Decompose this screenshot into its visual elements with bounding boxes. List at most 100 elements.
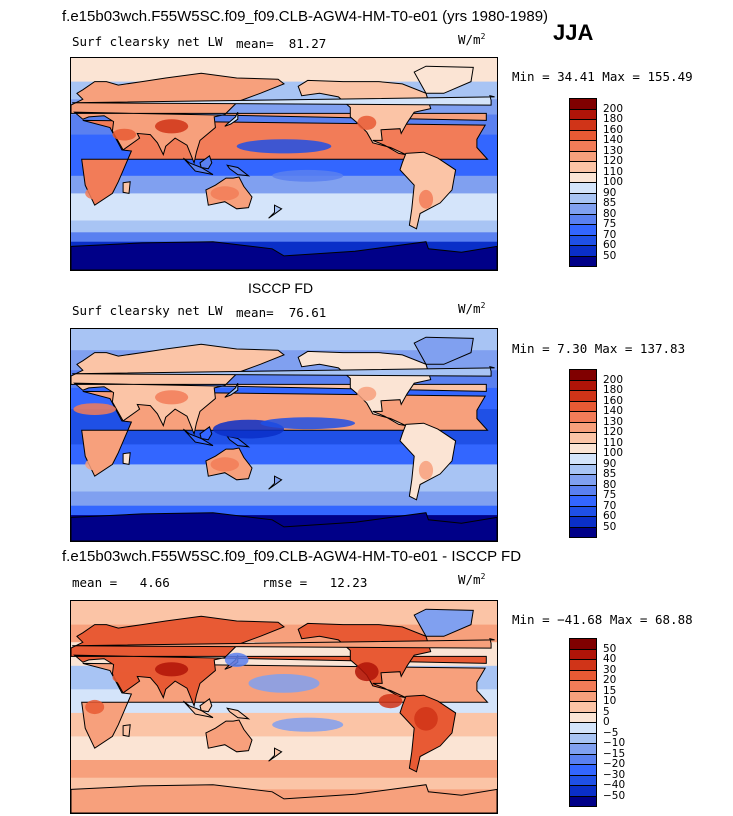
- colorbar-swatch: [569, 171, 597, 183]
- colorbar-tick-label: 90: [603, 186, 617, 199]
- colorbar-tick-label: −20: [603, 758, 626, 770]
- colorbar-tick-label: 15: [603, 684, 617, 697]
- continent-indonesia: [183, 700, 214, 719]
- map-field-blob: [224, 652, 249, 667]
- colorbar-swatch: [569, 495, 597, 507]
- colorbar-tick-label: 100: [603, 176, 624, 188]
- map-svg: [71, 329, 497, 541]
- colorbar-swatch: [569, 764, 597, 776]
- panel2-title: ISCCP FD: [248, 280, 314, 296]
- map-lat-band: [71, 175, 497, 194]
- panel1-variable: Surf clearsky net LW: [72, 34, 223, 49]
- colorbar-tick-label: 60: [603, 239, 617, 251]
- panel2-variable: Surf clearsky net LW: [72, 303, 223, 318]
- map-field-blob: [260, 417, 355, 430]
- continent-indonesia: [183, 428, 214, 447]
- colorbar-swatch: [569, 400, 597, 412]
- continent-madagascar: [122, 724, 131, 737]
- map-difference: [70, 600, 498, 814]
- panel2-units: W/m2: [458, 301, 486, 317]
- map-field-blob: [357, 115, 377, 130]
- colorbar-swatch: [569, 140, 597, 152]
- panel3-units: W/m2: [458, 572, 486, 588]
- map-field-blob: [112, 128, 137, 141]
- panel1-units: W/m2: [458, 32, 486, 48]
- continent-southamerica: [399, 694, 457, 773]
- colorbar-tick-label: −15: [603, 747, 626, 760]
- colorbar-swatch: [569, 108, 597, 120]
- colorbar-tick-label: 110: [603, 436, 624, 449]
- colorbar-tick-label: 180: [603, 113, 624, 125]
- colorbar-tick-label: 200: [603, 102, 624, 115]
- colorbar-tick-label: 200: [603, 373, 624, 386]
- map-field-blob: [418, 460, 434, 480]
- colorbar-tick-label: 50: [603, 520, 617, 533]
- colorbar-tick-label: 20: [603, 674, 617, 686]
- colorbar-swatch: [569, 795, 597, 807]
- colorbar-swatch: [569, 453, 597, 465]
- colorbar-swatch: [569, 774, 597, 786]
- colorbar-swatch: [569, 785, 597, 797]
- colorbar-swatch: [569, 234, 597, 246]
- continent-newguinea: [226, 164, 251, 177]
- colorbar-tick-label: −10: [603, 737, 626, 749]
- map-lat-band: [71, 444, 497, 465]
- map-field-blob: [248, 674, 320, 693]
- colorbar-tick-label: 10: [603, 695, 617, 707]
- colorbar-swatch: [569, 442, 597, 454]
- map-lat-band: [71, 220, 497, 233]
- panel3-title: f.e15b03wch.F55W5SC.f09_f09.CLB-AGW4-HM-…: [62, 548, 522, 565]
- colorbar-tick-label: 80: [603, 207, 617, 220]
- colorbar-tick-label: 70: [603, 499, 617, 512]
- colorbar-difference: −50 −40 −30 −20 −15 −10 −5 0 5 10 15 20 30 40 50: [569, 638, 639, 807]
- colorbar-swatch: [569, 680, 597, 692]
- continent-greenland: [413, 336, 474, 365]
- colorbar-swatch: [569, 421, 597, 433]
- colorbar-tick-label: 110: [603, 165, 624, 178]
- colorbar-swatch: [569, 474, 597, 486]
- continent-indonesia: [183, 157, 214, 176]
- continent-borneo: [199, 425, 213, 441]
- continent-eurasia: [71, 72, 487, 165]
- continent-uk: [72, 95, 495, 106]
- colorbar-tick-label: 60: [603, 510, 617, 522]
- colorbar-swatch: [569, 732, 597, 744]
- colorbar-swatch: [569, 505, 597, 517]
- map-field-blob: [272, 169, 344, 182]
- continent-eurasia: [71, 343, 487, 436]
- colorbar-tick-label: 120: [603, 155, 624, 167]
- map-field-blob: [272, 717, 344, 732]
- colorbar-swatch: [569, 743, 597, 755]
- continent-japan: [224, 111, 239, 127]
- colorbar-model: 50 60 70 75 80 85 90 100 110 120 130 140 160 180 200: [569, 98, 639, 267]
- continent-newguinea: [226, 707, 251, 720]
- continent-madagascar: [122, 181, 131, 194]
- colorbar-tick-label: −30: [603, 768, 626, 781]
- map-isccp: [70, 328, 498, 542]
- map-lat-band: [71, 491, 497, 507]
- panel1-minmax: Min = 34.41 Max = 155.49: [512, 69, 693, 84]
- colorbar-tick-label: 0: [603, 716, 610, 728]
- colorbar-tick-label: 140: [603, 134, 624, 146]
- map-lat-band: [71, 505, 497, 516]
- colorbar-swatch: [569, 98, 597, 110]
- panel1-mean: mean= 81.27: [236, 36, 327, 51]
- colorbar-tick-label: 80: [603, 478, 617, 491]
- colorbar-tick-label: 30: [603, 663, 617, 676]
- map-field-blob: [155, 119, 189, 134]
- map-field-blob: [414, 707, 438, 731]
- colorbar-swatch: [569, 119, 597, 131]
- map-model: [70, 57, 498, 271]
- map-lat-band: [71, 329, 497, 351]
- colorbar-tick-label: 5: [603, 705, 610, 718]
- colorbar-swatch: [569, 638, 597, 650]
- colorbar-swatch: [569, 224, 597, 236]
- colorbar-swatch: [569, 484, 597, 496]
- continent-madagascar: [122, 452, 131, 465]
- continent-eurasia: [71, 615, 487, 708]
- colorbar-tick-label: 160: [603, 394, 624, 407]
- map-field-blob: [112, 671, 137, 684]
- colorbar-tick-label: 100: [603, 447, 624, 459]
- continent-borneo: [199, 697, 213, 713]
- colorbar-tick-label: 140: [603, 405, 624, 417]
